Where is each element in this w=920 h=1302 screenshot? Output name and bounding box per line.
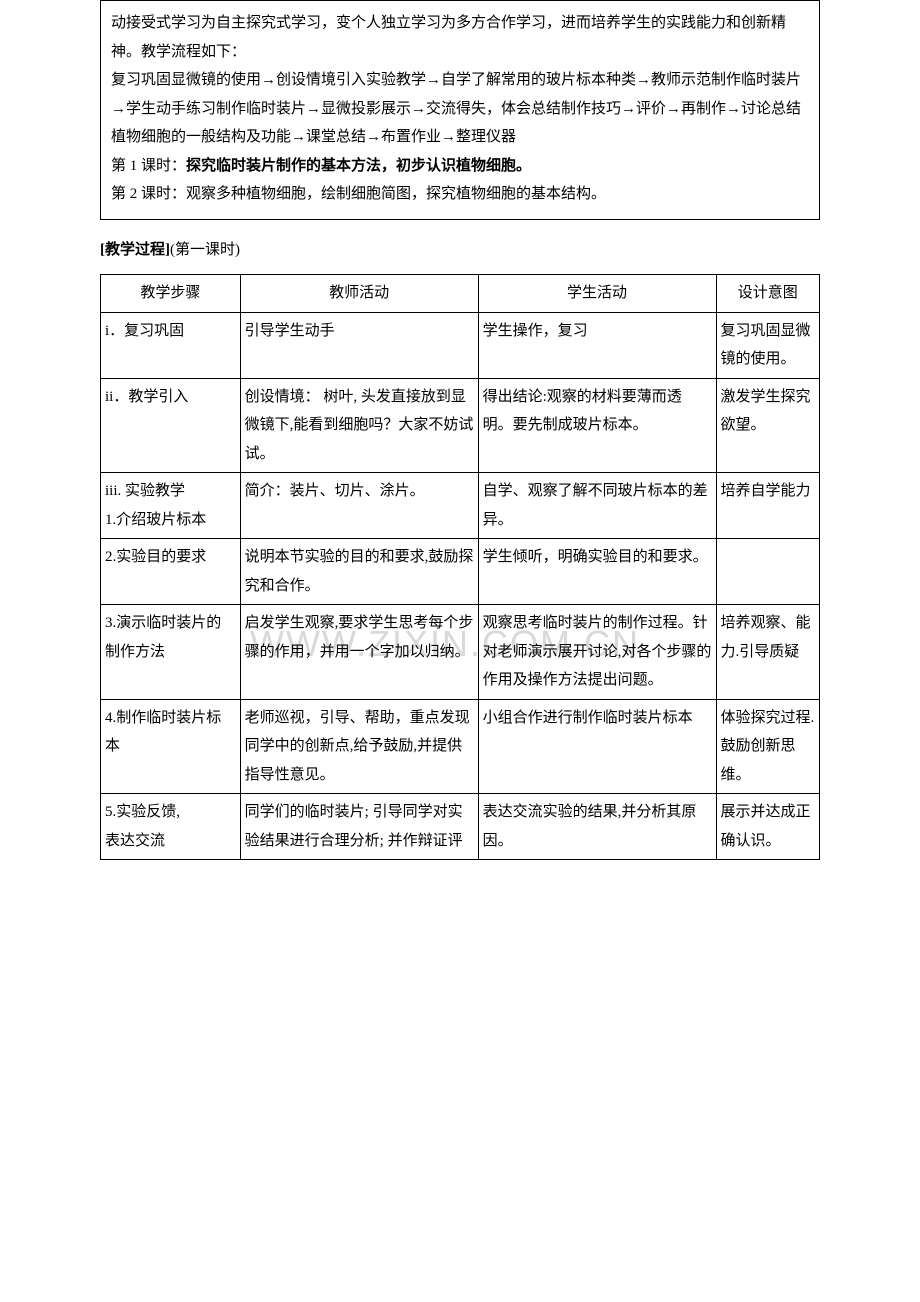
cell-student: 学生操作，复习 [478,312,716,378]
table-row: 2.实验目的要求 说明本节实验的目的和要求,鼓励探究和合作。 学生倾听，明确实验… [101,539,820,605]
cell-student: 自学、观察了解不同玻片标本的差异。 [478,473,716,539]
cell-student: 得出结论:观察的材料要薄而透明。要先制成玻片标本。 [478,378,716,473]
cell-teacher: 老师巡视，引导、帮助，重点发现同学中的创新点,给予鼓励,并提供指导性意见。 [240,699,478,794]
intro-box: 动接受式学习为自主探究式学习，变个人独立学习为多方合作学习，进而培养学生的实践能… [100,0,820,220]
cell-purpose: 复习巩固显微镜的使用。 [716,312,819,378]
cell-step: iii. 实验教学 1.介绍玻片标本 [101,473,241,539]
section-label-prefix: [教学过程] [100,242,170,258]
cell-step: i．复习巩固 [101,312,241,378]
cell-purpose: 激发学生探究欲望。 [716,378,819,473]
cell-teacher: 同学们的临时装片; 引导同学对实验结果进行合理分析; 并作辩证评 [240,794,478,860]
th-student: 学生活动 [478,275,716,313]
intro-p2: 复习巩固显微镜的使用→创设情境引入实验教学→自学了解常用的玻片标本种类→教师示范… [111,66,809,152]
cell-teacher: 说明本节实验的目的和要求,鼓励探究和合作。 [240,539,478,605]
th-purpose: 设计意图 [716,275,819,313]
th-step: 教学步骤 [101,275,241,313]
cell-student: 小组合作进行制作临时装片标本 [478,699,716,794]
cell-student: 表达交流实验的结果,并分析其原因。 [478,794,716,860]
cell-step: 4.制作临时装片标本 [101,699,241,794]
cell-purpose [716,539,819,605]
table-row: iii. 实验教学 1.介绍玻片标本 简介：装片、切片、涂片。 自学、观察了解不… [101,473,820,539]
cell-teacher: 引导学生动手 [240,312,478,378]
intro-p1: 动接受式学习为自主探究式学习，变个人独立学习为多方合作学习，进而培养学生的实践能… [111,9,809,66]
intro-p3-prefix: 第 1 课时： [111,158,186,174]
cell-teacher: 启发学生观察,要求学生思考每个步骤的作用，并用一个字加以归纳。 [240,605,478,700]
table-row: i．复习巩固 引导学生动手 学生操作，复习 复习巩固显微镜的使用。 [101,312,820,378]
teaching-table: 教学步骤 教师活动 学生活动 设计意图 i．复习巩固 引导学生动手 学生操作，复… [100,274,820,860]
cell-step: ii．教学引入 [101,378,241,473]
cell-step: 3.演示临时装片的制作方法 [101,605,241,700]
cell-teacher: 简介：装片、切片、涂片。 [240,473,478,539]
section-label-suffix: (第一课时) [170,242,240,258]
table-row: 4.制作临时装片标本 老师巡视，引导、帮助，重点发现同学中的创新点,给予鼓励,并… [101,699,820,794]
cell-purpose: 培养观察、能力.引导质疑 [716,605,819,700]
intro-p3-bold: 探究临时装片制作的基本方法，初步认识植物细胞。 [186,158,531,174]
table-row: ii．教学引入 创设情境： 树叶, 头发直接放到显微镜下,能看到细胞吗？大家不妨… [101,378,820,473]
table-header-row: 教学步骤 教师活动 学生活动 设计意图 [101,275,820,313]
cell-student: 观察思考临时装片的制作过程。针对老师演示展开讨论,对各个步骤的作用及操作方法提出… [478,605,716,700]
cell-purpose: 展示并达成正确认识。 [716,794,819,860]
cell-purpose: 体验探究过程.鼓励创新思维。 [716,699,819,794]
th-teacher: 教师活动 [240,275,478,313]
cell-teacher: 创设情境： 树叶, 头发直接放到显微镜下,能看到细胞吗？大家不妨试试。 [240,378,478,473]
section-label: [教学过程](第一课时) [100,236,920,265]
intro-p4: 第 2 课时：观察多种植物细胞，绘制细胞简图，探究植物细胞的基本结构。 [111,180,809,209]
cell-step: 2.实验目的要求 [101,539,241,605]
table-row: 3.演示临时装片的制作方法 启发学生观察,要求学生思考每个步骤的作用，并用一个字… [101,605,820,700]
intro-p3: 第 1 课时：探究临时装片制作的基本方法，初步认识植物细胞。 [111,152,809,181]
cell-student: 学生倾听，明确实验目的和要求。 [478,539,716,605]
cell-step: 5.实验反馈, 表达交流 [101,794,241,860]
cell-purpose: 培养自学能力 [716,473,819,539]
table-row: 5.实验反馈, 表达交流 同学们的临时装片; 引导同学对实验结果进行合理分析; … [101,794,820,860]
